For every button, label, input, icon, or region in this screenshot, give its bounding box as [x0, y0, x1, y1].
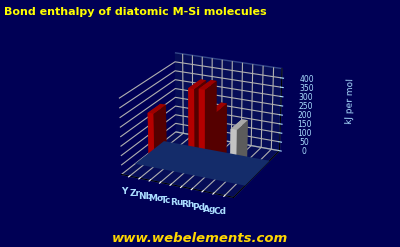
Text: Bond enthalpy of diatomic M-Si molecules: Bond enthalpy of diatomic M-Si molecules: [4, 7, 267, 17]
Text: www.webelements.com: www.webelements.com: [112, 231, 288, 245]
